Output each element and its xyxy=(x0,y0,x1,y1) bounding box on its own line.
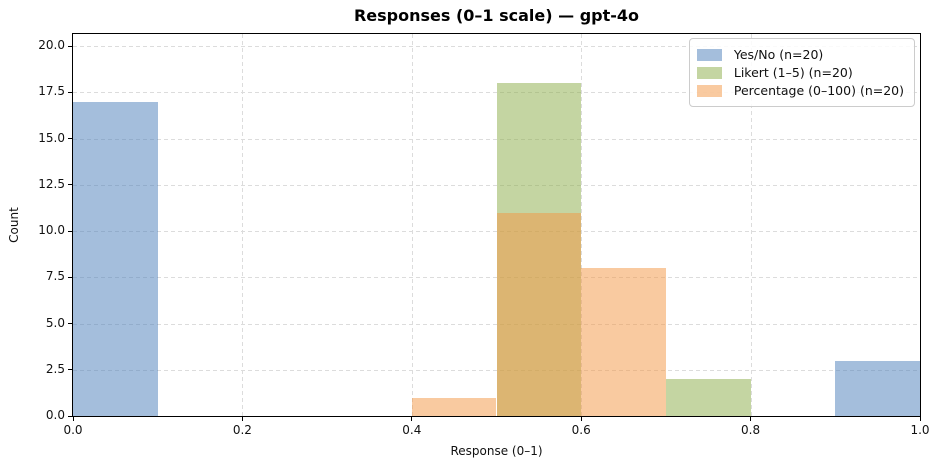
yesno-swatch-icon xyxy=(696,48,722,61)
x-axis-label: Response (0–1) xyxy=(450,444,543,458)
x-tick-label: 0.0 xyxy=(63,423,83,437)
y-tick-mark xyxy=(68,276,72,278)
y-tick-mark xyxy=(68,45,72,47)
bar-series-2 xyxy=(581,268,666,416)
x-tick-mark xyxy=(411,417,413,421)
y-tick-mark xyxy=(68,91,72,93)
legend-row-yesno: Yes/No (n=20) xyxy=(696,47,904,62)
bar-series-2 xyxy=(496,212,582,416)
x-tick-mark xyxy=(580,417,582,421)
y-tick-label: 2.5 xyxy=(45,361,65,376)
legend-label-yesno: Yes/No (n=20) xyxy=(733,47,824,62)
chart-title: Responses (0–1 scale) — gpt-4o xyxy=(353,6,640,25)
bar-series-1 xyxy=(665,379,751,416)
percentage-swatch-icon xyxy=(696,84,722,97)
x-tick-mark xyxy=(241,417,243,421)
y-tick-label: 20.0 xyxy=(38,38,65,52)
y-tick-mark xyxy=(68,369,72,371)
y-tick-mark xyxy=(68,138,72,139)
y-tick-mark xyxy=(68,323,72,324)
x-tick-label: 0.8 xyxy=(741,423,761,437)
legend-label-likert: Likert (1–5) (n=20) xyxy=(733,65,853,80)
x-tick-label: 0.4 xyxy=(402,423,422,437)
y-tick-label: 5.0 xyxy=(45,315,65,330)
x-tick-label: 1.0 xyxy=(910,423,930,437)
legend-row-likert: Likert (1–5) (n=20) xyxy=(696,65,904,80)
y-tick-mark xyxy=(68,230,72,232)
x-tick-label: 0.2 xyxy=(232,423,252,437)
y-tick-label: 7.5 xyxy=(45,269,65,284)
y-tick-label: 10.0 xyxy=(38,223,65,237)
bar-series-0 xyxy=(835,360,920,416)
x-tick-mark xyxy=(750,417,752,421)
y-tick-label: 17.5 xyxy=(38,84,65,99)
y-tick-mark xyxy=(68,415,72,417)
gridline-vertical xyxy=(242,34,244,416)
plot-area: Yes/No (n=20) Likert (1–5) (n=20) Percen… xyxy=(72,33,921,417)
x-tick-mark xyxy=(919,417,921,421)
y-tick-label: 0.0 xyxy=(45,408,65,422)
y-tick-label: 12.5 xyxy=(38,176,65,191)
likert-swatch-icon xyxy=(696,66,722,79)
legend-label-percentage: Percentage (0–100) (n=20) xyxy=(733,83,904,98)
x-tick-label: 0.6 xyxy=(571,423,591,437)
y-axis-label: Count xyxy=(7,207,21,243)
bar-series-0 xyxy=(73,101,158,416)
y-tick-label: 15.0 xyxy=(38,130,65,145)
gridline-horizontal xyxy=(73,46,920,47)
gridline-vertical xyxy=(411,34,413,416)
legend: Yes/No (n=20) Likert (1–5) (n=20) Percen… xyxy=(688,38,915,107)
y-tick-mark xyxy=(68,184,72,186)
x-tick-mark xyxy=(72,417,74,421)
bar-series-2 xyxy=(411,397,497,416)
legend-row-percentage: Percentage (0–100) (n=20) xyxy=(696,83,904,98)
gridline-vertical xyxy=(750,34,752,416)
gridline-vertical xyxy=(581,34,583,416)
